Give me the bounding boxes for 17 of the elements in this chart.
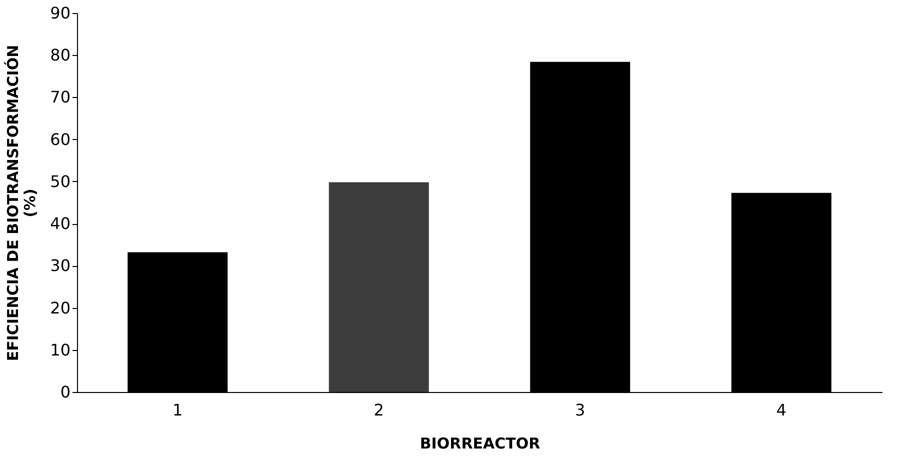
- y-tick-label: 20: [50, 298, 70, 318]
- x-tick-label: 3: [575, 400, 586, 420]
- x-axis-title: BIORREACTOR: [420, 434, 541, 452]
- y-tick-label: 10: [50, 340, 70, 360]
- bar: [328, 182, 429, 392]
- y-tick-label: 70: [50, 88, 70, 107]
- y-tick-label: 80: [50, 46, 70, 65]
- y-tick-label: 40: [50, 214, 70, 234]
- y-axis-title: EFICIENCIA DE BIOTRANSFORMACIÓN (%): [4, 44, 40, 362]
- y-tick-label: 30: [50, 256, 70, 276]
- y-tick-label: 60: [50, 130, 70, 149]
- x-tick-label: 2: [374, 400, 384, 420]
- y-tick-label: 90: [50, 4, 70, 22]
- y-tick-label: 50: [50, 172, 70, 191]
- x-tick-label: 4: [776, 400, 786, 420]
- y-tick-label: 0: [60, 382, 70, 402]
- x-tick-label: 1: [172, 400, 183, 420]
